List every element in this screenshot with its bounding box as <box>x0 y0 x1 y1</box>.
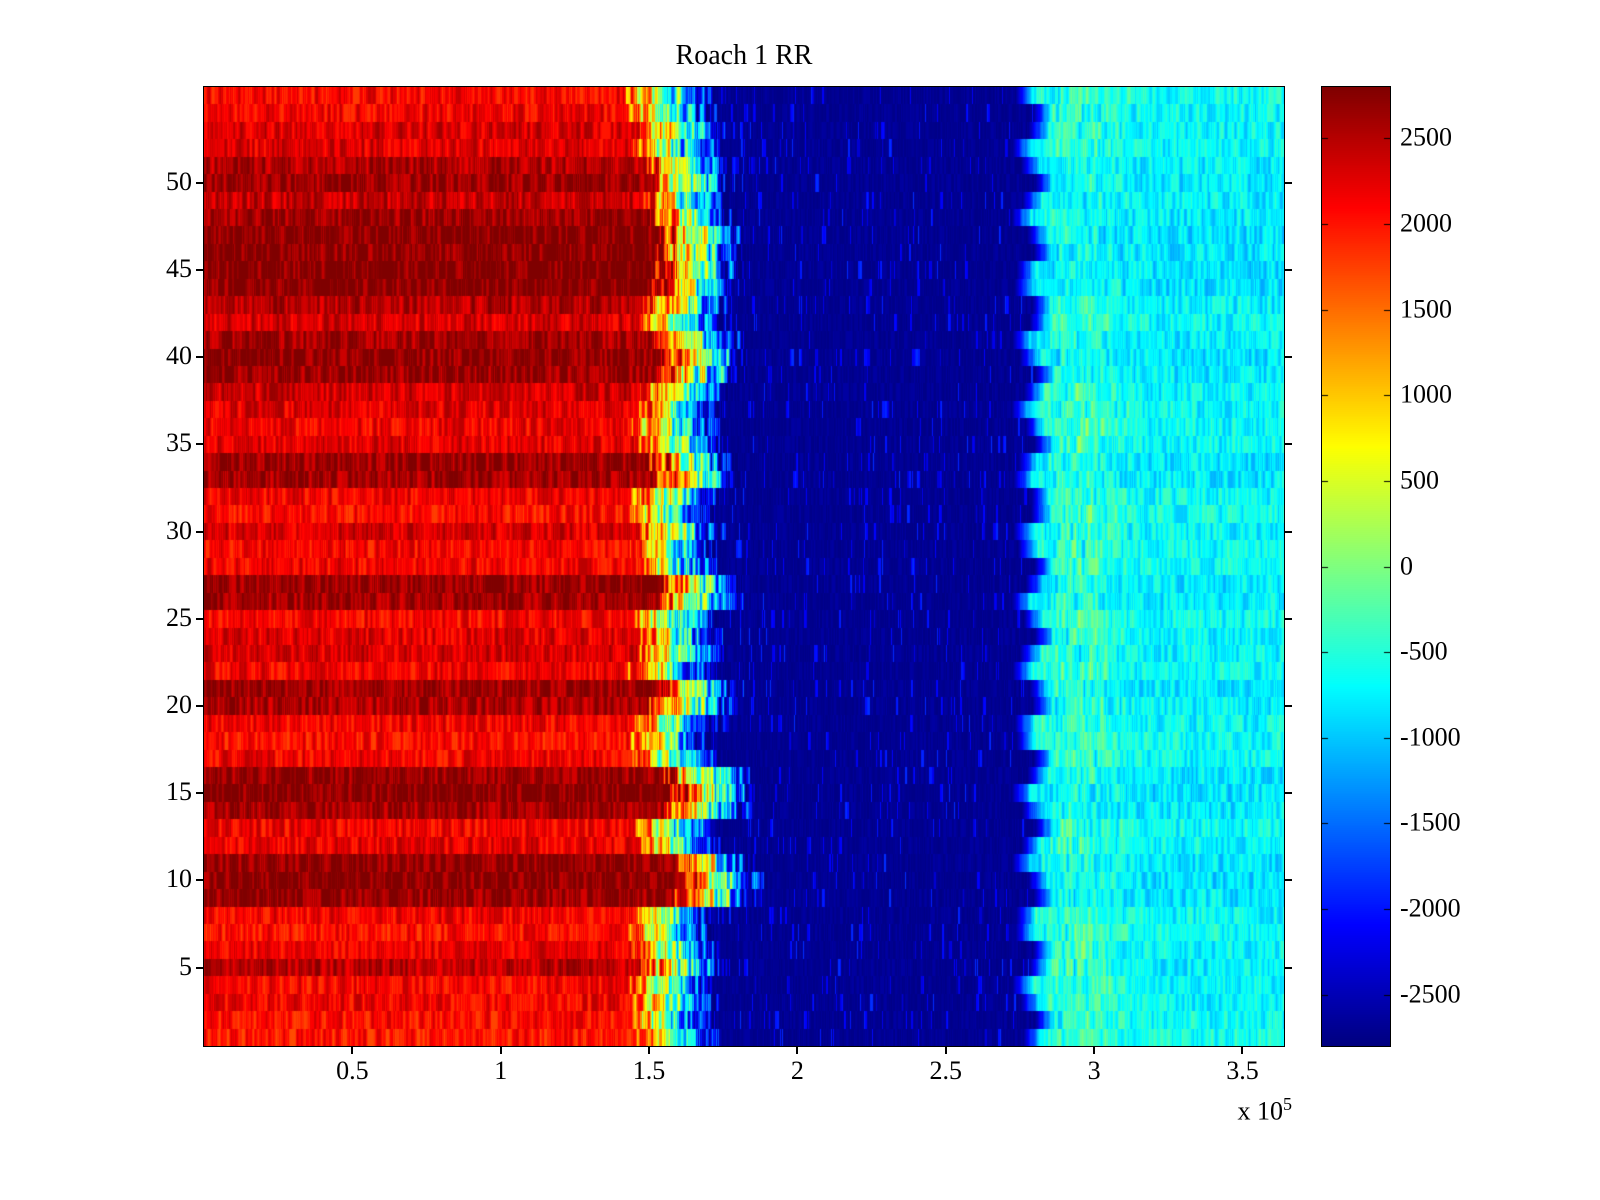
y-tick-mark-left <box>196 269 204 272</box>
colorbar-tick-label: 1500 <box>1400 294 1452 324</box>
x-tick-mark <box>944 1046 947 1054</box>
x-axis-scale-label: x 105 <box>1140 1094 1293 1127</box>
y-tick-mark-left <box>196 966 204 969</box>
colorbar-tick-label: -1000 <box>1400 722 1461 752</box>
colorbar-tick-label: -2000 <box>1400 893 1461 923</box>
y-tick-mark-right <box>1284 356 1292 359</box>
x-tick-label: 3.5 <box>1226 1056 1259 1085</box>
heatmap-plot <box>204 87 1284 1046</box>
y-tick-label: 45 <box>166 253 192 283</box>
x-tick-mark <box>1093 1046 1096 1054</box>
x-tick-label: 3 <box>1087 1056 1101 1085</box>
y-tick-mark-left <box>196 356 204 359</box>
x-tick-label: 2 <box>790 1056 804 1085</box>
x-tick-mark <box>648 1046 651 1054</box>
y-tick-mark-left <box>196 181 204 184</box>
chart-title: Roach 1 RR <box>675 40 813 71</box>
y-tick-mark-right <box>1284 443 1292 446</box>
x-tick-label: 0.5 <box>336 1056 369 1085</box>
y-tick-label: 10 <box>166 864 192 894</box>
y-tick-mark-right <box>1284 181 1292 184</box>
colorbar-tick-label: 2000 <box>1400 208 1452 238</box>
x-tick-mark <box>796 1046 799 1054</box>
y-tick-mark-right <box>1284 269 1292 272</box>
y-tick-mark-right <box>1284 530 1292 533</box>
colorbar-tick-label: 2500 <box>1400 122 1452 152</box>
y-tick-label: 15 <box>166 776 192 806</box>
y-tick-mark-right <box>1284 617 1292 620</box>
colorbar-tick-label: 500 <box>1400 465 1439 495</box>
y-tick-mark-left <box>196 443 204 446</box>
y-tick-mark-right <box>1284 966 1292 969</box>
x-tick-label: 2.5 <box>929 1056 963 1085</box>
colorbar-tick-label: 1000 <box>1400 379 1452 409</box>
y-tick-mark-right <box>1284 792 1292 795</box>
x-tick-mark <box>499 1046 502 1054</box>
x-tick-mark <box>1241 1046 1244 1054</box>
colorbar-tick-label: -1500 <box>1400 807 1461 837</box>
colorbar-tick-label: 0 <box>1400 550 1413 580</box>
y-tick-label: 30 <box>166 515 192 545</box>
y-tick-label: 25 <box>166 602 192 632</box>
x-tick-label: 1.5 <box>632 1056 666 1085</box>
y-tick-label: 40 <box>166 341 192 371</box>
x-scale-exponent: 5 <box>1283 1094 1292 1114</box>
y-tick-mark-left <box>196 704 204 707</box>
y-tick-label: 50 <box>166 166 192 196</box>
x-tick-mark <box>351 1046 354 1054</box>
y-tick-label: 5 <box>179 951 192 981</box>
colorbar-tick-label: -2500 <box>1400 979 1461 1009</box>
y-tick-mark-left <box>196 617 204 620</box>
y-tick-mark-left <box>196 530 204 533</box>
x-scale-prefix: x 10 <box>1237 1096 1284 1126</box>
y-tick-mark-right <box>1284 879 1292 882</box>
colorbar <box>1322 87 1390 1046</box>
y-tick-mark-left <box>196 879 204 882</box>
x-tick-label: 1 <box>494 1056 508 1085</box>
y-tick-label: 35 <box>166 428 192 458</box>
y-tick-mark-right <box>1284 704 1292 707</box>
y-tick-label: 20 <box>166 689 192 719</box>
y-tick-mark-left <box>196 792 204 795</box>
colorbar-tick-label: -500 <box>1400 636 1448 666</box>
